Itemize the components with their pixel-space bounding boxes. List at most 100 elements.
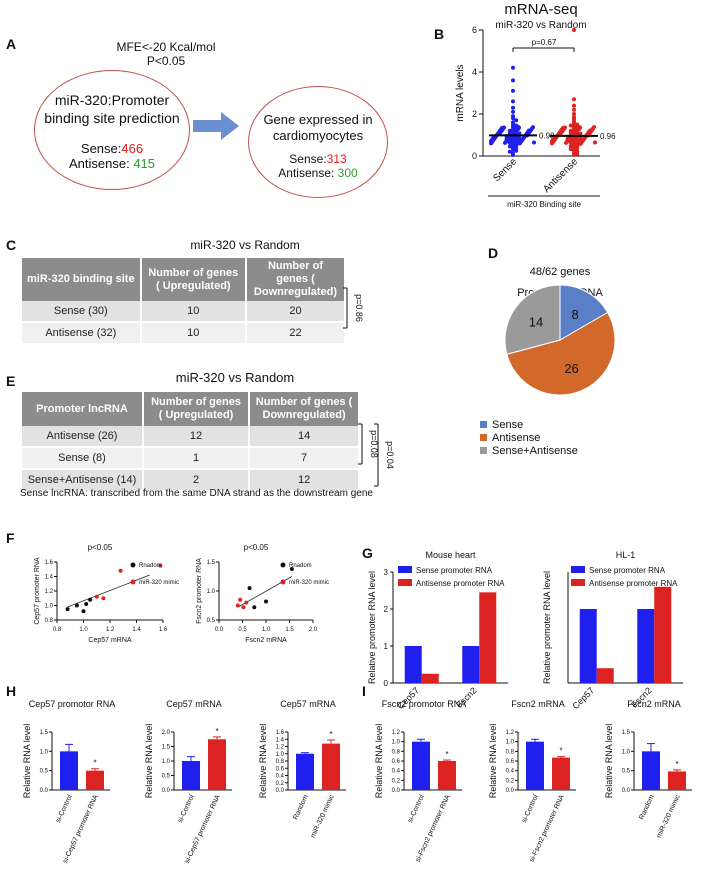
y-tick-label: 0.8 — [276, 759, 285, 765]
chart-title: Cep57 mRNA — [166, 699, 222, 709]
y-tick-label: 1.0 — [45, 604, 54, 610]
data-point — [511, 116, 515, 121]
y-tick-label: 0.6 — [276, 766, 285, 772]
legend-label: miR-320 mimic — [139, 580, 179, 586]
x-tick-label: Cep57 — [570, 685, 596, 711]
right-sense: Sense:313 — [248, 152, 388, 166]
bar — [322, 743, 340, 790]
data-point — [84, 602, 89, 607]
data-point — [575, 146, 580, 151]
left-sense-label: Sense: — [80, 141, 122, 156]
x-tick-label: 0.5 — [238, 627, 247, 633]
x-axis-label: Cep57 mRNA — [88, 637, 132, 644]
table-e-header-cell: Promoter lncRNA — [22, 392, 144, 426]
x-tick-label: 1.0 — [262, 627, 271, 633]
significance-star: * — [93, 759, 96, 768]
x-tick-label: 2.0 — [309, 627, 318, 633]
data-point — [514, 118, 519, 123]
data-point — [568, 123, 573, 128]
y-axis-label: Cep57 promoter RNA — [34, 557, 41, 625]
bar — [438, 761, 456, 790]
left-ellipse — [34, 70, 190, 190]
y-tick-label: 1.0 — [276, 752, 285, 758]
legend-label: Rnadom — [289, 563, 312, 569]
chart-title: mRNA-seq — [504, 1, 577, 18]
table-cell: Antisense (26) — [22, 426, 144, 448]
table-c-header-cell: Number of genes ( Downregulated) — [245, 258, 344, 301]
x-axis-label: Fscn2 mRNA — [245, 637, 287, 644]
right-sense-value: 313 — [326, 152, 347, 166]
legend-swatch — [480, 434, 487, 441]
legend-marker — [130, 579, 136, 585]
data-point — [94, 594, 99, 599]
legend-swatch — [398, 566, 412, 573]
y-tick-label: 1.0 — [622, 749, 631, 755]
data-point — [264, 599, 268, 604]
right-sense-label: Sense: — [289, 152, 327, 166]
pvalue-label: p=0.08 — [369, 430, 379, 458]
data-point — [531, 125, 535, 130]
legend-marker — [280, 562, 286, 568]
data-point — [572, 103, 576, 108]
y-tick-label: 0 — [384, 679, 389, 688]
data-point — [532, 140, 536, 145]
legend-label: Sense promoter RNA — [416, 566, 493, 575]
data-point — [511, 142, 515, 147]
y-tick-label: 0 — [472, 151, 477, 161]
significance-star: * — [445, 750, 448, 759]
data-point — [514, 140, 519, 145]
table-e-footnote: Sense lncRNA: transcribed from the same … — [20, 488, 373, 499]
table-cell: Sense (30) — [22, 301, 142, 323]
y-tick-label: 4 — [472, 67, 477, 77]
y-tick-label: 1.0 — [392, 740, 401, 746]
panel-letter-d: D — [488, 245, 499, 261]
y-tick-label: 0.0 — [40, 788, 49, 794]
data-point — [575, 140, 580, 145]
data-point — [572, 28, 576, 32]
data-point — [568, 140, 573, 145]
legend-label: Sense — [492, 419, 523, 431]
y-tick-label: 0.5 — [622, 769, 631, 775]
right-antisense-value: 300 — [337, 166, 358, 180]
data-point — [518, 138, 522, 143]
x-tick-label: Random — [292, 794, 310, 821]
data-point — [252, 605, 257, 610]
y-tick-label: 1.4 — [276, 737, 285, 743]
table-row: Sense (8) 1 7 — [22, 447, 358, 470]
bar — [596, 668, 614, 683]
data-point — [572, 145, 576, 150]
right-antisense: Antisense: 300 — [248, 166, 388, 180]
significance-star: * — [559, 747, 562, 756]
data-point — [158, 563, 163, 568]
data-point — [511, 109, 515, 114]
bar — [526, 741, 544, 790]
pie-slice — [504, 284, 561, 355]
bar — [296, 753, 314, 790]
y-tick-label: 0.2 — [506, 778, 515, 784]
y-tick-label: 0.8 — [506, 749, 515, 755]
chart-title: Fscn2 mRNA — [511, 699, 565, 709]
legend-swatch — [571, 579, 585, 586]
significance-star: * — [675, 760, 678, 769]
pie-slice-label: 14 — [529, 315, 543, 330]
chart-title: p<0.05 — [88, 543, 113, 552]
panel-letter-g: G — [362, 545, 373, 561]
y-axis-label: Relative promoter RNA level — [367, 571, 377, 684]
panel-letter-b: B — [434, 26, 445, 42]
pvalue-label: p=0.04 — [385, 441, 395, 469]
table-e: Promoter lncRNA Number of genes ( Upregu… — [22, 392, 358, 492]
data-point — [507, 144, 512, 149]
left-sense-value: 466 — [121, 141, 144, 156]
data-point — [74, 603, 79, 608]
y-tick-label: 0.4 — [276, 774, 285, 780]
x-tick-label: Sense — [491, 156, 519, 184]
y-tick-label: 1.5 — [162, 745, 171, 751]
y-tick-label: 1.2 — [45, 589, 54, 595]
data-point — [511, 105, 515, 110]
bar — [208, 739, 226, 790]
data-point — [507, 149, 512, 154]
y-tick-label: 1.2 — [392, 730, 401, 736]
x-tick-label: si-Control — [521, 793, 540, 824]
data-point — [118, 568, 123, 573]
